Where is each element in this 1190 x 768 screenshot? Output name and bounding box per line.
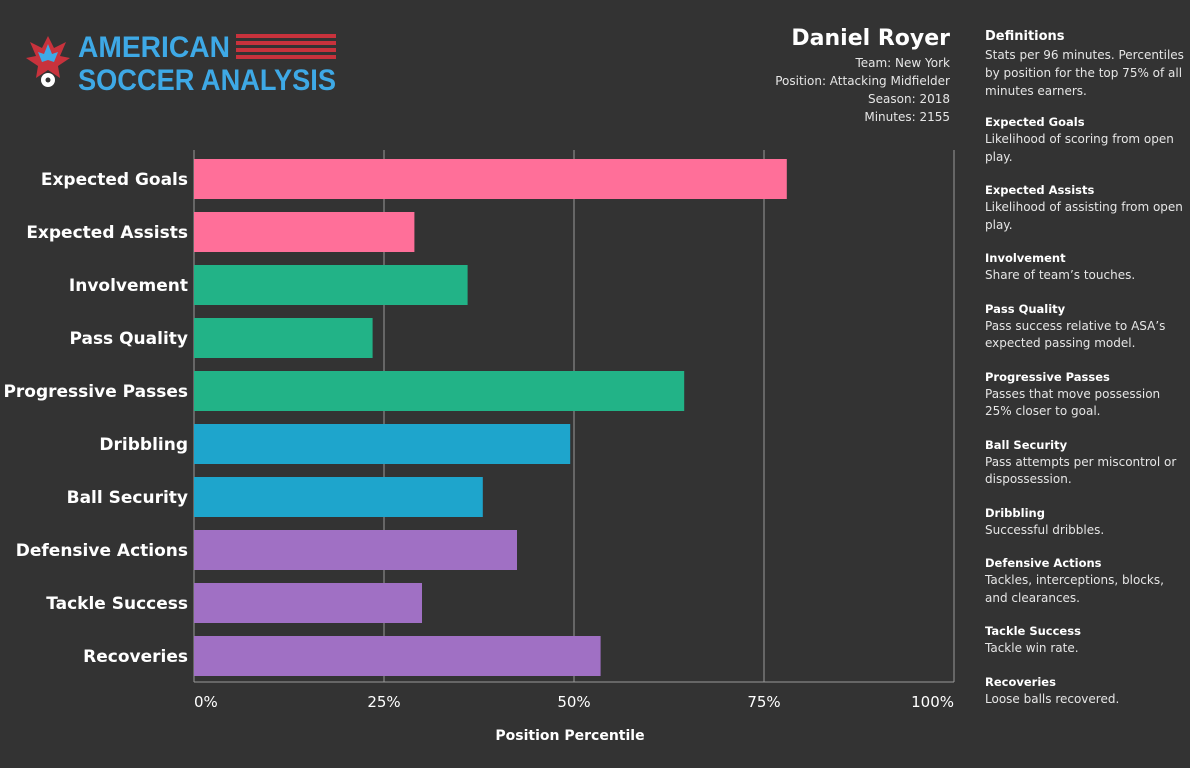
logo-line2: SOCCER ANALYSIS [78,64,336,96]
logo-stripes [236,34,336,59]
definition-desc: Successful dribbles. [985,522,1105,537]
category-label: Pass Quality [69,329,188,349]
tick-label: 0% [194,693,218,711]
definition-term: Expected Goals [985,115,1085,129]
bar [194,424,571,464]
player-season: Season: 2018 [868,92,950,106]
player-position: Position: Attacking Midfielder [775,74,950,88]
tick-label: 25% [367,693,400,711]
definition-term: Ball Security [985,437,1068,452]
category-label: Ball Security [67,488,188,508]
definition-desc: Pass success relative to ASA’s expected … [985,318,1166,351]
definition-term: Expected Assists [985,183,1095,197]
x-axis-title: Position Percentile [495,728,644,744]
tick-label: 100% [911,693,954,711]
category-label: Tackle Success [46,594,188,614]
percentile-bar-chart: Expected Goals Expected Assists Involvemen… [3,150,955,744]
definition-desc: Likelihood of scoring from open play. [985,132,1174,164]
definition-term: Progressive Passes [985,369,1110,384]
tick-label: 75% [747,693,780,711]
definitions-list: Expected Goals Likelihood of scoring from… [985,114,1185,708]
category-label: Recoveries [83,647,188,667]
definition-term: Tackle Success [985,624,1081,638]
category-label: Defensive Actions [16,541,188,561]
logo-line1: AMERICAN [78,31,230,64]
definition-term: Dribbling [985,505,1045,520]
definition-desc: Tackle win rate. [985,641,1079,655]
definition-term: Recoveries [985,674,1056,689]
category-label: Expected Assists [26,223,188,243]
bar [194,583,422,623]
definition-desc: Share of team’s touches. [985,268,1136,282]
bar [194,477,483,517]
category-label: Involvement [69,276,188,296]
bar [194,530,517,570]
asa-logo: AMERICAN SOCCER ANALYSIS [26,31,336,96]
definition-desc: Pass attempts per miscontrol or disposse… [985,454,1177,487]
definition-desc: Loose balls recovered. [985,691,1120,706]
eagle-icon [26,36,70,87]
bar [194,371,685,411]
player-info: Daniel Royer Team: New York Position: At… [775,26,950,126]
definition-desc: Likelihood of assisting from open play. [985,200,1183,232]
bar [194,159,787,199]
bar [194,265,468,305]
definition-term: Defensive Actions [985,556,1102,570]
player-minutes: Minutes: 2155 [864,110,950,124]
definitions-title: Definitions [985,29,1065,44]
definitions-intro: Stats per 96 minutes. Percentiles by pos… [985,48,1184,98]
definition-desc: Tackles, interceptions, blocks, and clea… [985,573,1164,605]
definition-term: Pass Quality [985,301,1066,316]
category-label: Progressive Passes [3,382,188,402]
tick-label: 50% [557,693,590,711]
definition-desc: Passes that move possession 25% closer t… [985,386,1161,419]
bar [194,318,373,358]
category-label: Expected Goals [41,170,188,190]
player-team: Team: New York [855,56,950,70]
player-name: Daniel Royer [791,26,950,51]
definition-term: Involvement [985,251,1066,265]
bar [194,212,415,252]
category-label: Dribbling [99,435,188,455]
bar [194,636,601,676]
definitions-panel: Definitions Stats per 96 minutes. Percen… [985,28,1185,724]
